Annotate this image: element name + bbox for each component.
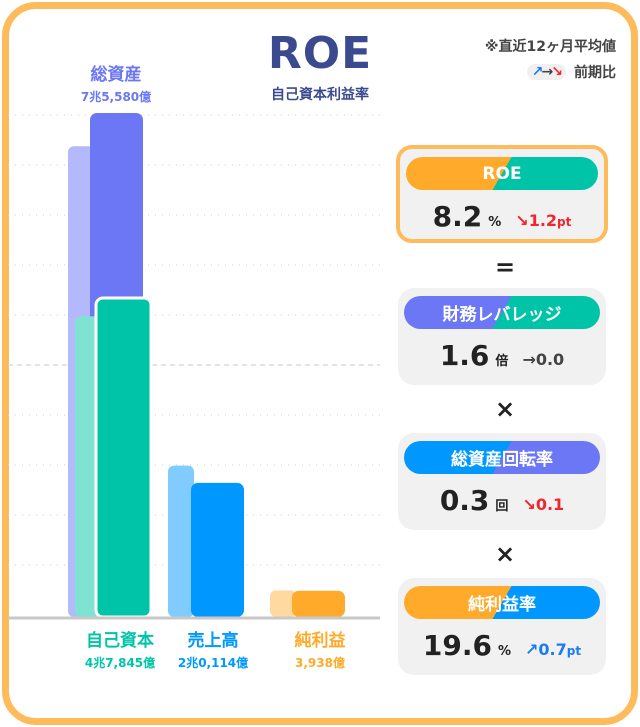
card-roe-header: ROE (406, 157, 598, 190)
page-title: ROE (267, 28, 373, 79)
card-net-margin: 純利益率 19.6% ↗0.7pt (398, 578, 606, 675)
leverage-unit: 倍 (495, 354, 509, 369)
trend-up-icon: ↗ (525, 640, 539, 659)
trend-down-icon: ↘ (515, 211, 529, 230)
trend-down-icon: ↘ (522, 495, 536, 514)
card-leverage: 財務レバレッジ 1.6 倍 →0.0 (398, 288, 606, 385)
page-subtitle: 自己資本利益率 (271, 87, 369, 103)
turnover-value: 0.3 (439, 484, 490, 517)
bar-chart (8, 113, 380, 620)
equals-operator: = (494, 253, 516, 281)
bar-1 (94, 296, 153, 619)
turnover-change: 0.1 (535, 495, 565, 514)
card-leverage-header: 財務レバレッジ (404, 296, 600, 329)
card-turnover-header: 総資産回転率 (404, 441, 600, 474)
trend-flat-icon: → (522, 350, 536, 369)
change-legend: ↗→↘ 前期比 (526, 62, 616, 82)
trend-arrows-icon: ↗→↘ (526, 64, 566, 80)
net-income-value: 3,938億 (295, 656, 345, 670)
roe-change: 1.2 (528, 211, 558, 230)
roe-unit: % (488, 215, 502, 230)
roe-value: 8.2 (432, 200, 483, 233)
legend-label: 前期比 (574, 65, 616, 81)
multiply-operator: × (494, 540, 516, 568)
total-assets-value: 7兆5,580億 (80, 90, 152, 104)
roe-change-unit: pt (557, 215, 572, 229)
bar-2 (191, 482, 244, 617)
bar-previous-3 (270, 590, 296, 617)
leverage-change: 0.0 (535, 350, 565, 369)
card-margin-header: 純利益率 (404, 586, 600, 619)
card-roe: ROE 8.2% ↘1.2pt (396, 145, 608, 243)
margin-change: 0.7 (538, 640, 567, 659)
turnover-unit: 回 (495, 499, 509, 514)
margin-unit: % (497, 644, 512, 659)
bar-3 (292, 590, 345, 617)
margin-value: 19.6 (422, 629, 492, 662)
sales-value: 2兆0,114億 (177, 656, 249, 670)
card-asset-turnover: 総資産回転率 0.3 回 ↘0.1 (398, 433, 606, 530)
leverage-value: 1.6 (439, 339, 490, 372)
bar-previous-2 (168, 465, 194, 617)
multiply-operator: × (494, 395, 516, 423)
total-assets-label: 総資産 (90, 65, 142, 85)
average-note: ※直近12ヶ月平均値 (484, 39, 616, 55)
margin-change-unit: pt (566, 644, 582, 658)
sales-label: 売上高 (187, 631, 239, 651)
net-income-label: 純利益 (294, 631, 346, 651)
equity-label: 自己資本 (86, 631, 154, 651)
equity-value: 4兆7,845億 (84, 656, 156, 670)
